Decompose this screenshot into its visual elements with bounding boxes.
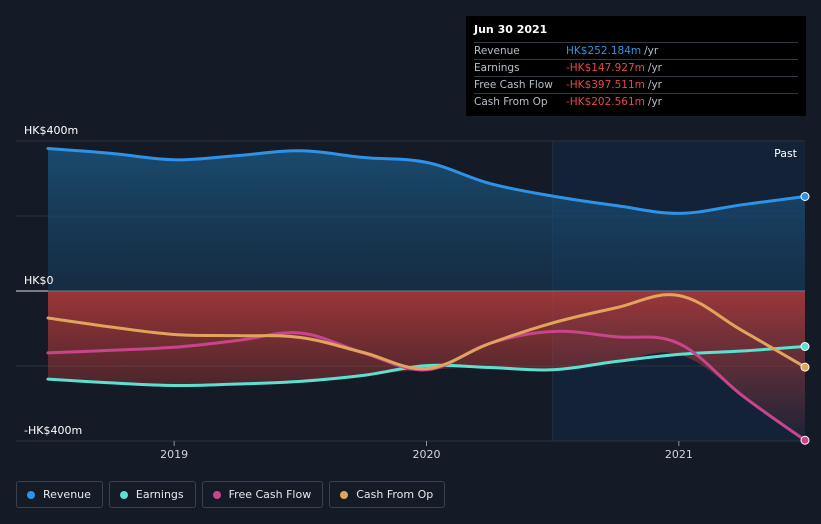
tooltip-row-value: HK$252.184m <box>566 45 642 57</box>
end-dot-earnings <box>800 342 810 351</box>
line-cash-from-op <box>46 293 807 371</box>
tooltip-row-unit: /yr <box>647 79 662 91</box>
line-earnings <box>46 345 807 388</box>
legend-dot-icon <box>119 490 128 499</box>
line-revenue <box>46 147 807 215</box>
tooltip-row-value: -HK$202.561m <box>566 96 645 108</box>
tooltip-row-label: Earnings <box>474 62 520 74</box>
legend-item-revenue[interactable]: Revenue <box>16 481 103 508</box>
tooltip-row-value: -HK$147.927m <box>566 62 645 74</box>
end-dot-free-cash-flow <box>800 435 810 445</box>
legend-item-cash-from-op[interactable]: Cash From Op <box>329 481 446 508</box>
tooltip-row: Revenue HK$252.184m/yr <box>474 42 798 59</box>
tooltip-row-label: Cash From Op <box>474 96 548 108</box>
y-tick-label: HK$400m <box>24 124 78 137</box>
legend-item-earnings[interactable]: Earnings <box>108 481 196 508</box>
x-tick-label: 2021 <box>665 448 693 461</box>
past-label: Past <box>774 147 798 160</box>
tooltip-row-label: Revenue <box>474 45 520 57</box>
x-tick-label: 2020 <box>413 448 441 461</box>
tooltip-row-value: -HK$397.511m <box>566 79 645 91</box>
y-tick-label: HK$0 <box>24 274 53 287</box>
tooltip-row-label: Free Cash Flow <box>474 79 553 91</box>
chart-legend: Revenue Earnings Free Cash Flow Cash From O… <box>16 481 446 509</box>
end-dot-revenue <box>800 192 810 201</box>
revenue-area <box>48 148 805 291</box>
legend-dot-icon <box>340 490 349 499</box>
tooltip-panel: Jun 30 2021 Revenue HK$252.184m/yr Earning… <box>466 16 806 116</box>
tooltip-row-unit: /yr <box>647 96 662 108</box>
tooltip-row-unit: /yr <box>647 62 662 74</box>
y-tick-label: -HK$400m <box>24 424 82 437</box>
legend-label: Free Cash Flow <box>228 488 312 501</box>
legend-dot-icon <box>212 490 221 499</box>
tooltip-row: Free Cash Flow -HK$397.511m/yr <box>474 76 798 93</box>
end-dot-cash-from-op <box>800 362 810 372</box>
tooltip-row-unit: /yr <box>644 45 659 57</box>
legend-label: Earnings <box>135 488 184 501</box>
tooltip-date: Jun 30 2021 <box>474 23 548 36</box>
tooltip-row: Cash From Op -HK$202.561m/yr <box>474 93 798 110</box>
legend-dot-icon <box>27 490 35 499</box>
legend-label: Revenue <box>43 488 91 501</box>
legend-label: Cash From Op <box>356 488 434 501</box>
x-tick-label: 2019 <box>160 448 188 461</box>
tooltip-row: Earnings -HK$147.927m/yr <box>474 59 798 76</box>
legend-item-free-cash-flow[interactable]: Free Cash Flow <box>201 481 324 508</box>
